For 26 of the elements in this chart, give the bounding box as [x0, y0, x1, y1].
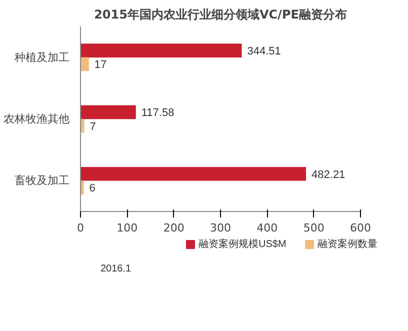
chart-title: 2015年国内农业行业细分领域VC/PE融资分布	[94, 8, 347, 22]
x-tick-label: 0	[77, 222, 84, 234]
data-label: 7	[90, 120, 96, 133]
bar	[80, 118, 84, 133]
y-tick-label: 农林牧渔其他	[4, 112, 70, 126]
y-tick-label: 畜牧及加工	[14, 174, 70, 188]
x-tick-label: 500	[303, 222, 324, 234]
data-label: 344.51	[247, 46, 281, 58]
bar	[80, 166, 306, 181]
bar	[80, 105, 136, 120]
x-tick-label: 400	[256, 222, 278, 234]
x-tick-label: 100	[116, 222, 138, 234]
y-tick-label: 种植及加工	[14, 50, 70, 64]
legend-label: 融资案例数量	[318, 238, 378, 250]
x-tick-label: 200	[163, 222, 184, 234]
legend-label: 融资案例规模US$M	[198, 238, 286, 250]
x-tick-label: 600	[350, 222, 371, 234]
text: 2016.1	[100, 264, 132, 274]
data-label: 17	[94, 59, 107, 72]
bar	[80, 44, 242, 58]
data-label: 6	[89, 182, 96, 194]
x-tick-label: 300	[210, 222, 231, 234]
bar	[80, 57, 89, 72]
data-label: 117.58	[141, 107, 174, 120]
bar	[80, 180, 84, 194]
data-label: 482.21	[312, 168, 346, 181]
